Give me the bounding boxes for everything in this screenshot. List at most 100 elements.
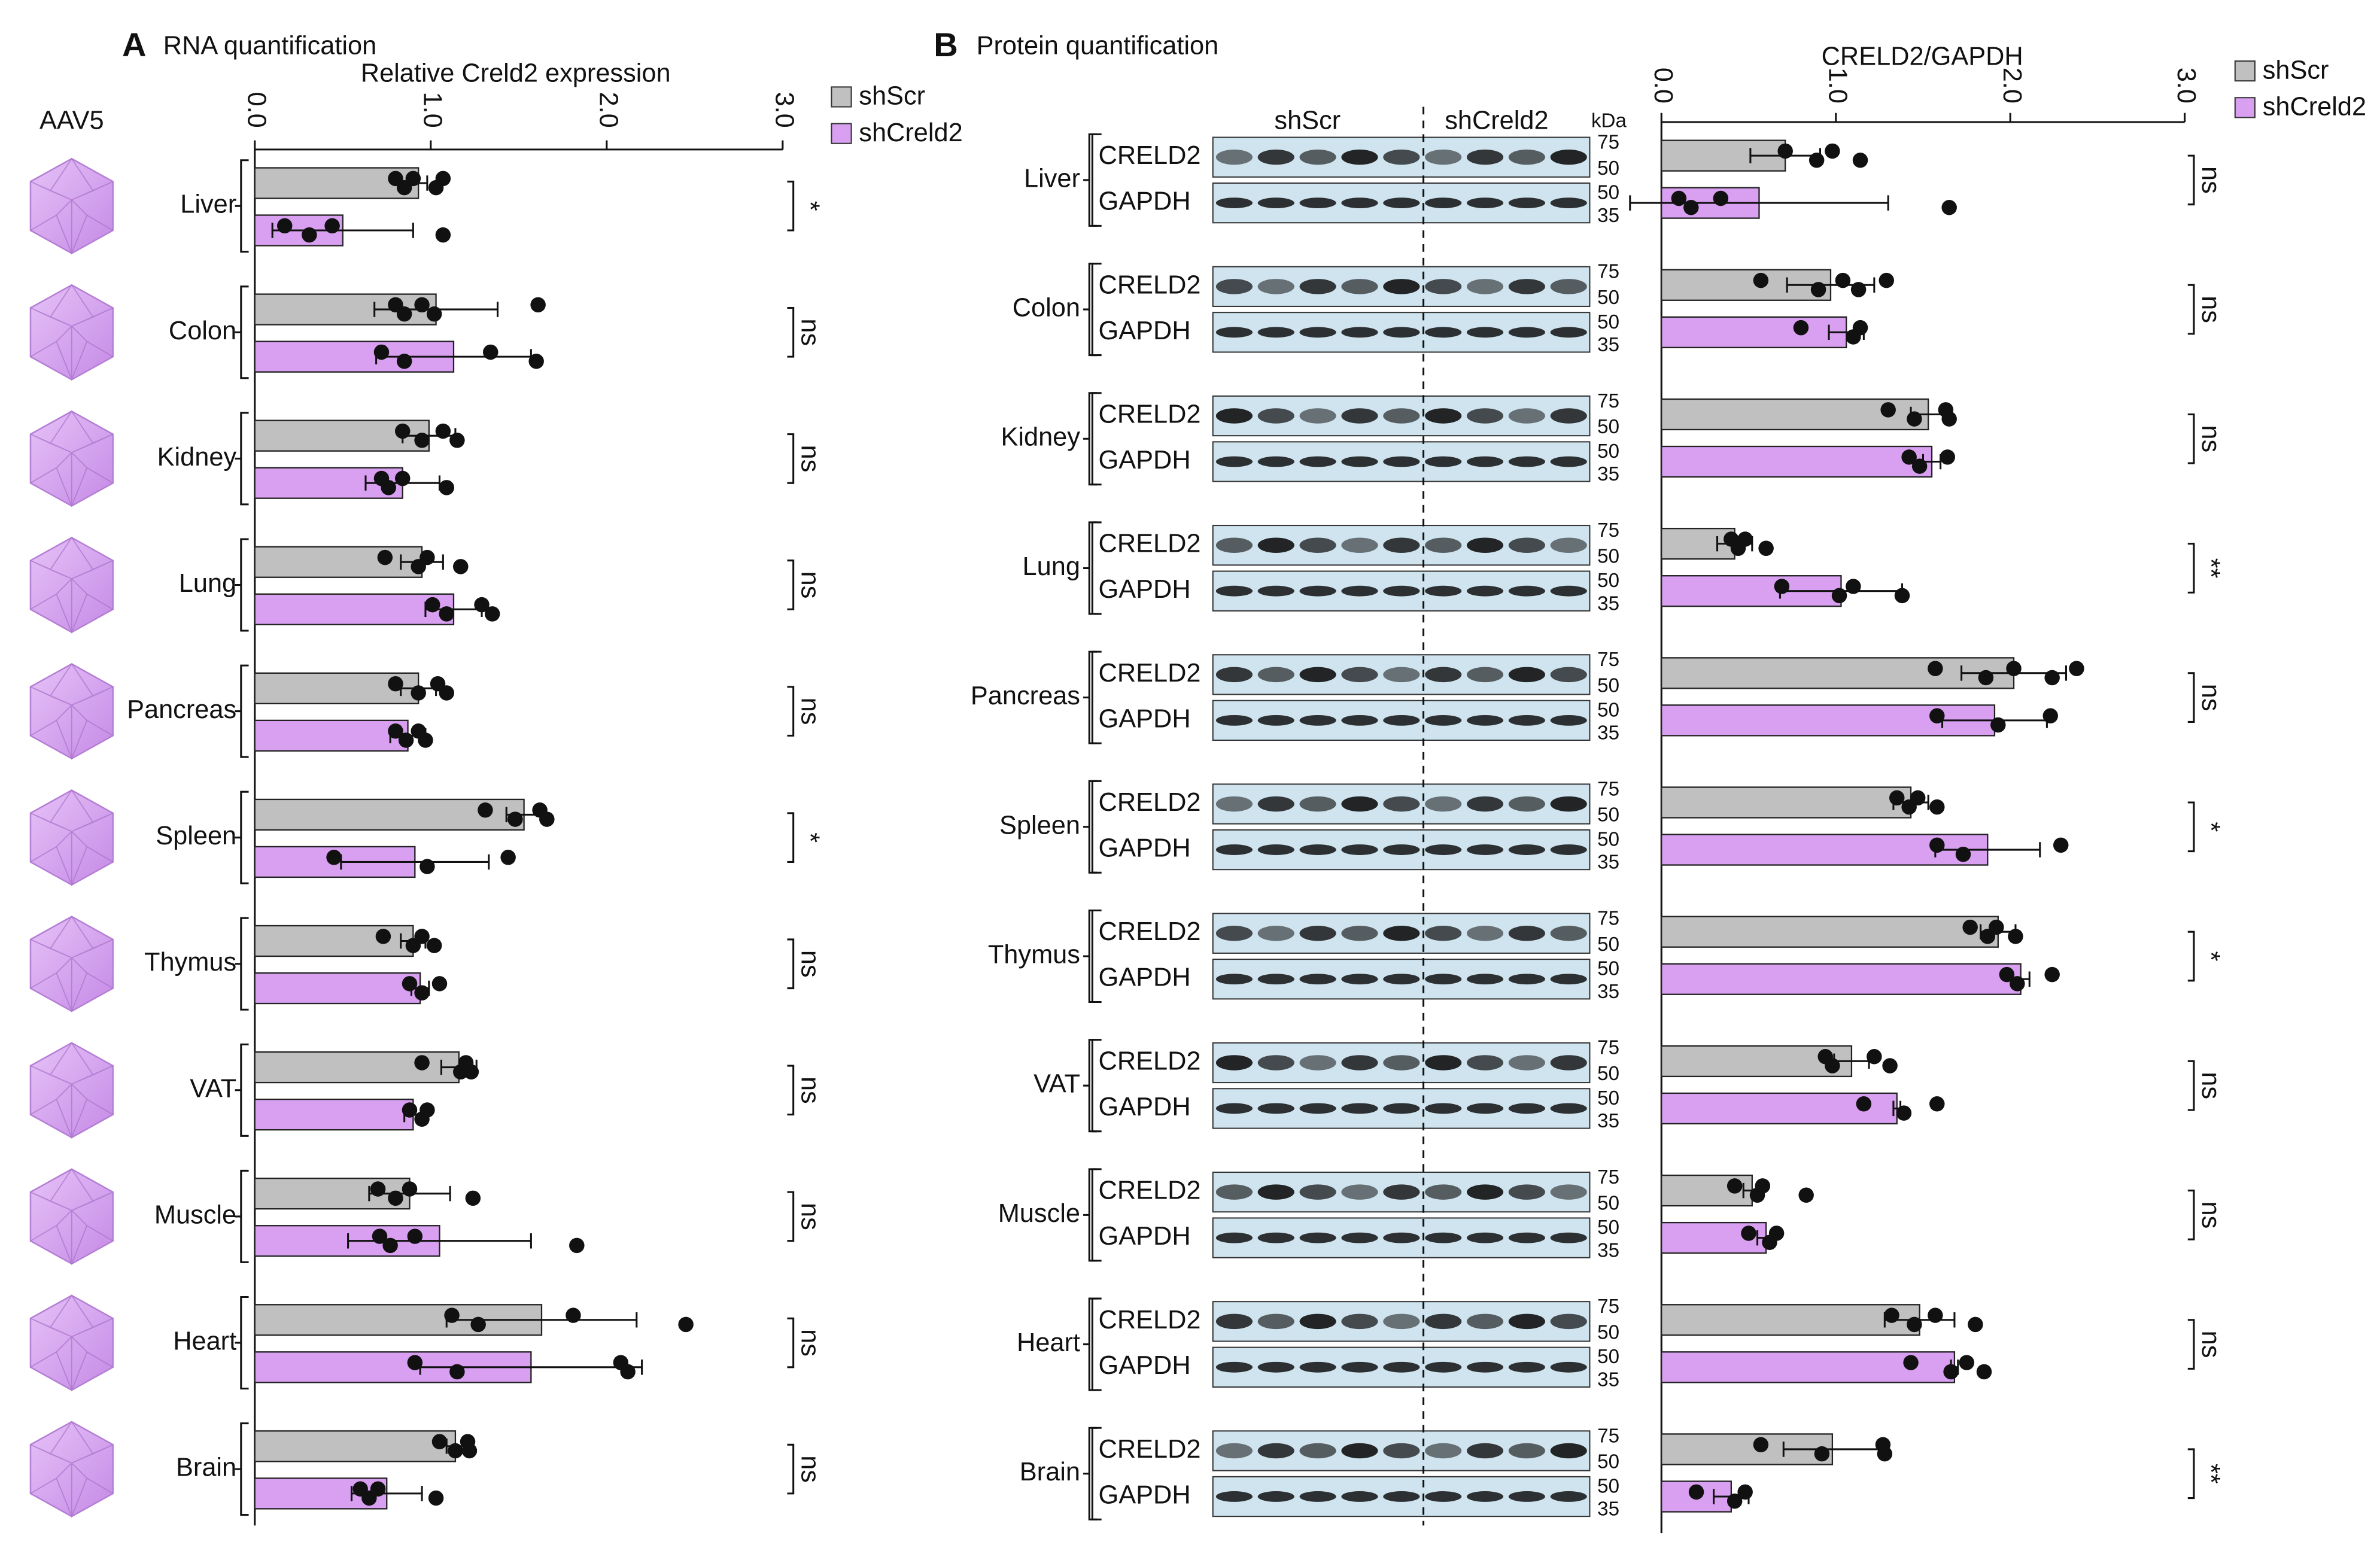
protein-label: GAPDH bbox=[1099, 1480, 1191, 1509]
data-point bbox=[439, 606, 454, 622]
data-point bbox=[407, 1355, 423, 1370]
blot-band bbox=[1215, 1443, 1253, 1459]
blot-band bbox=[1299, 844, 1336, 855]
blot-band bbox=[1425, 1361, 1462, 1373]
icon-facets bbox=[30, 1295, 114, 1392]
data-point bbox=[1901, 449, 1917, 465]
blot-band bbox=[1466, 197, 1504, 209]
blot-band bbox=[1215, 456, 1253, 467]
blot-band bbox=[1508, 456, 1545, 467]
sig-bracket bbox=[2187, 284, 2195, 335]
kda-marker: 35 bbox=[1597, 463, 1619, 485]
data-point bbox=[414, 297, 430, 313]
blot-band bbox=[1341, 197, 1378, 209]
icon-facets bbox=[30, 537, 114, 634]
blot-band bbox=[1215, 844, 1253, 855]
blot-band bbox=[1257, 1313, 1294, 1330]
protein-label: CRELD2 bbox=[1099, 1435, 1201, 1464]
protein-label: CRELD2 bbox=[1099, 530, 1201, 558]
blot-band bbox=[1508, 279, 1545, 294]
data-point bbox=[569, 1237, 585, 1254]
blot-band bbox=[1341, 1491, 1378, 1502]
category-label: VAT bbox=[1034, 1070, 1080, 1099]
group-label: shScr bbox=[1274, 106, 1341, 135]
blot-band bbox=[1257, 1103, 1294, 1114]
data-point bbox=[1852, 320, 1868, 336]
blot-band bbox=[1383, 1103, 1420, 1114]
x-axis-title: Relative Creld2 expression bbox=[361, 59, 671, 87]
blot-band bbox=[1425, 926, 1462, 941]
blot-band bbox=[1425, 537, 1462, 553]
protein-label: CRELD2 bbox=[1099, 1306, 1201, 1334]
data-point bbox=[1768, 1225, 1785, 1241]
protein-label: GAPDH bbox=[1099, 575, 1191, 604]
row-bracket bbox=[1083, 1168, 1097, 1262]
blot-band bbox=[1508, 585, 1545, 597]
blot-band bbox=[1341, 1232, 1378, 1243]
blot-band bbox=[1466, 1313, 1504, 1330]
blot-band bbox=[1466, 327, 1504, 338]
kda-marker: 75 bbox=[1597, 1425, 1619, 1447]
data-point bbox=[420, 859, 435, 874]
significance: * bbox=[796, 201, 825, 211]
data-point bbox=[1941, 411, 1957, 427]
sig-bracket bbox=[2187, 1190, 2195, 1240]
data-point bbox=[449, 433, 465, 448]
significance: ns bbox=[796, 698, 825, 725]
blot-bracket bbox=[1091, 392, 1102, 486]
blot-band bbox=[1466, 844, 1504, 855]
sig-bracket bbox=[787, 559, 795, 610]
significance: ns bbox=[796, 1329, 825, 1357]
kda-marker: 50 bbox=[1597, 933, 1619, 956]
aav-icon bbox=[29, 157, 114, 255]
blot-band bbox=[1257, 1361, 1294, 1373]
data-point bbox=[420, 549, 435, 565]
data-point bbox=[396, 354, 412, 369]
category-label: Kidney bbox=[1001, 423, 1080, 452]
data-point bbox=[1852, 152, 1868, 168]
blot-band bbox=[1257, 327, 1294, 338]
sig-bracket bbox=[2187, 1319, 2195, 1370]
data-point bbox=[402, 1102, 418, 1118]
blot-band bbox=[1550, 408, 1587, 424]
data-point bbox=[1727, 1493, 1743, 1509]
row-bracket bbox=[235, 538, 249, 632]
row-bracket bbox=[235, 1043, 249, 1137]
blot-band bbox=[1466, 1361, 1504, 1373]
category-label: Heart bbox=[1017, 1328, 1080, 1357]
kda-marker: 35 bbox=[1597, 1369, 1619, 1391]
blot-band bbox=[1466, 149, 1504, 165]
data-point bbox=[435, 423, 451, 439]
blot-band bbox=[1508, 714, 1545, 726]
blot-band bbox=[1383, 1443, 1420, 1459]
data-point bbox=[1825, 1058, 1840, 1074]
significance: ns bbox=[2196, 296, 2225, 323]
blot-band bbox=[1341, 796, 1378, 812]
x-tick-label: 3.0 bbox=[770, 92, 798, 127]
data-point bbox=[1755, 1178, 1771, 1194]
blot-band bbox=[1508, 1055, 1545, 1071]
data-point bbox=[394, 470, 411, 486]
data-point bbox=[402, 976, 418, 992]
blot-band bbox=[1215, 537, 1253, 553]
blot-band bbox=[1299, 1443, 1336, 1459]
significance: ns bbox=[796, 1455, 825, 1483]
blot-band bbox=[1425, 714, 1462, 726]
data-point bbox=[402, 1181, 418, 1197]
data-point bbox=[1879, 272, 1895, 288]
blot-bracket bbox=[1091, 1427, 1102, 1520]
kda-marker: 50 bbox=[1597, 958, 1619, 980]
data-point bbox=[1910, 790, 1926, 806]
data-point bbox=[465, 1190, 481, 1206]
blot-band bbox=[1257, 197, 1294, 209]
blot-band bbox=[1425, 796, 1462, 812]
blot-band bbox=[1508, 1184, 1545, 1200]
data-point bbox=[1928, 661, 1943, 676]
kda-marker: 50 bbox=[1597, 699, 1619, 721]
kda-marker: 50 bbox=[1597, 1346, 1619, 1368]
x-tick-label: 1.0 bbox=[418, 92, 446, 127]
data-point bbox=[566, 1307, 581, 1323]
sig-bracket bbox=[787, 1317, 795, 1369]
blot-band bbox=[1257, 667, 1294, 683]
